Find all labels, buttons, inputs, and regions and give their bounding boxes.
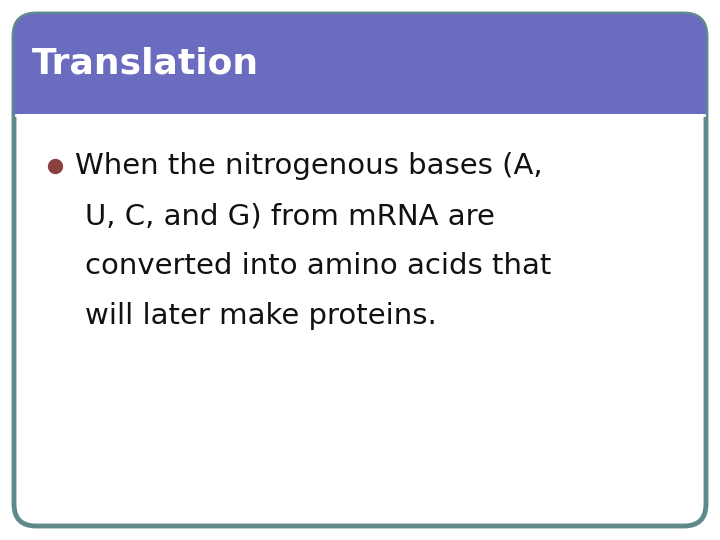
Text: converted into amino acids that: converted into amino acids that [85, 252, 552, 280]
Bar [14, 64, 706, 114]
FancyBboxPatch shape [14, 14, 706, 526]
Text: When the nitrogenous bases (A,: When the nitrogenous bases (A, [75, 152, 543, 180]
FancyBboxPatch shape [14, 14, 706, 114]
Text: Translation: Translation [32, 47, 259, 81]
Text: will later make proteins.: will later make proteins. [85, 302, 437, 330]
Text: U, C, and G) from mRNA are: U, C, and G) from mRNA are [85, 202, 495, 230]
